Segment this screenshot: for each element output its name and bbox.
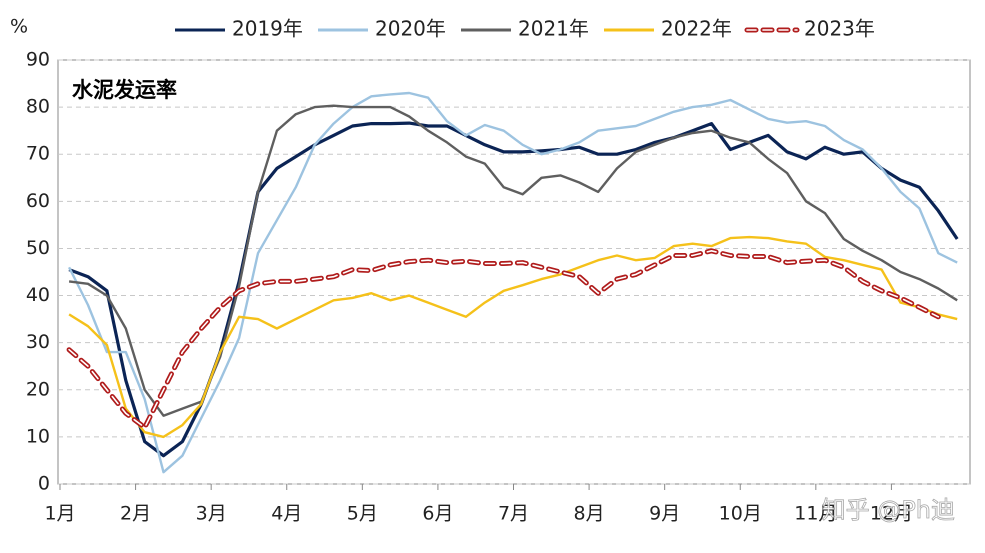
- y-axis-label: %: [10, 16, 28, 38]
- x-tick-label: 6月: [422, 503, 453, 525]
- x-tick-label: 2月: [120, 503, 151, 525]
- y-tick-label: 40: [26, 284, 50, 306]
- y-tick-label: 20: [26, 378, 50, 400]
- x-tick-label: 12月: [870, 503, 913, 525]
- legend-label: 2022年: [661, 17, 732, 41]
- y-tick-label: 50: [26, 237, 50, 259]
- y-tick-label: 60: [26, 190, 50, 212]
- x-tick-label: 8月: [574, 503, 605, 525]
- x-tick-label: 4月: [271, 503, 302, 525]
- legend-label: 2023年: [804, 17, 875, 41]
- series-line: [68, 104, 958, 417]
- legend-label: 2021年: [518, 17, 589, 41]
- y-tick-label: 80: [26, 96, 50, 118]
- y-tick-label: 90: [26, 49, 50, 71]
- y-tick-label: 70: [26, 143, 50, 165]
- y-tick-label: 10: [26, 425, 50, 447]
- chart-title: 水泥发运率: [72, 78, 177, 102]
- x-tick-label: 1月: [44, 503, 75, 525]
- x-tick-label: 5月: [347, 503, 378, 525]
- y-tick-label: 0: [38, 473, 50, 495]
- series-line-inner: [68, 249, 940, 429]
- x-tick-label: 10月: [719, 503, 762, 525]
- series-line: [68, 121, 959, 458]
- x-tick-label: 11月: [794, 503, 837, 525]
- watermark: 知乎 @Ph迪: [822, 496, 955, 524]
- legend-label: 2020年: [375, 17, 446, 41]
- y-tick-label: 30: [26, 331, 50, 353]
- x-tick-label: 9月: [649, 503, 680, 525]
- legend-label: 2019年: [232, 17, 303, 41]
- series-line: [68, 91, 958, 474]
- series-line: [68, 235, 958, 439]
- x-tick-label: 3月: [196, 503, 227, 525]
- title-box: [66, 72, 216, 108]
- x-tick-label: 7月: [498, 503, 529, 525]
